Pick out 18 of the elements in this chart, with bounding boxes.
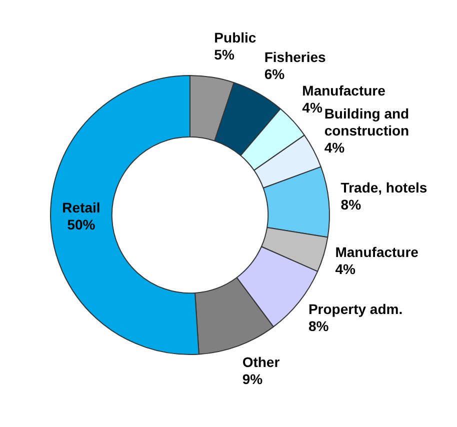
data-label: 9% [242, 370, 264, 387]
data-label: 8% [308, 318, 330, 334]
data-label: 4% [324, 139, 346, 156]
slice-label: Building and construction [324, 105, 410, 138]
slice-label: Trade, hotels [340, 180, 428, 196]
data-label: 4% [335, 260, 356, 277]
slice-label: Other [242, 354, 280, 370]
slice-label: Manufacture [302, 82, 386, 99]
data-label: 4% [302, 100, 323, 116]
data-label: 6% [264, 66, 286, 82]
slice-label: Fisheries [264, 49, 326, 66]
slice-label: Public [214, 30, 256, 46]
slice-label: Property adm. [308, 300, 403, 317]
data-label: 50% [67, 216, 96, 232]
data-label: 5% [214, 46, 235, 63]
slice-label: Manufacture [335, 244, 419, 260]
slice-label: Retail [62, 199, 100, 216]
data-label: 8% [340, 196, 362, 213]
